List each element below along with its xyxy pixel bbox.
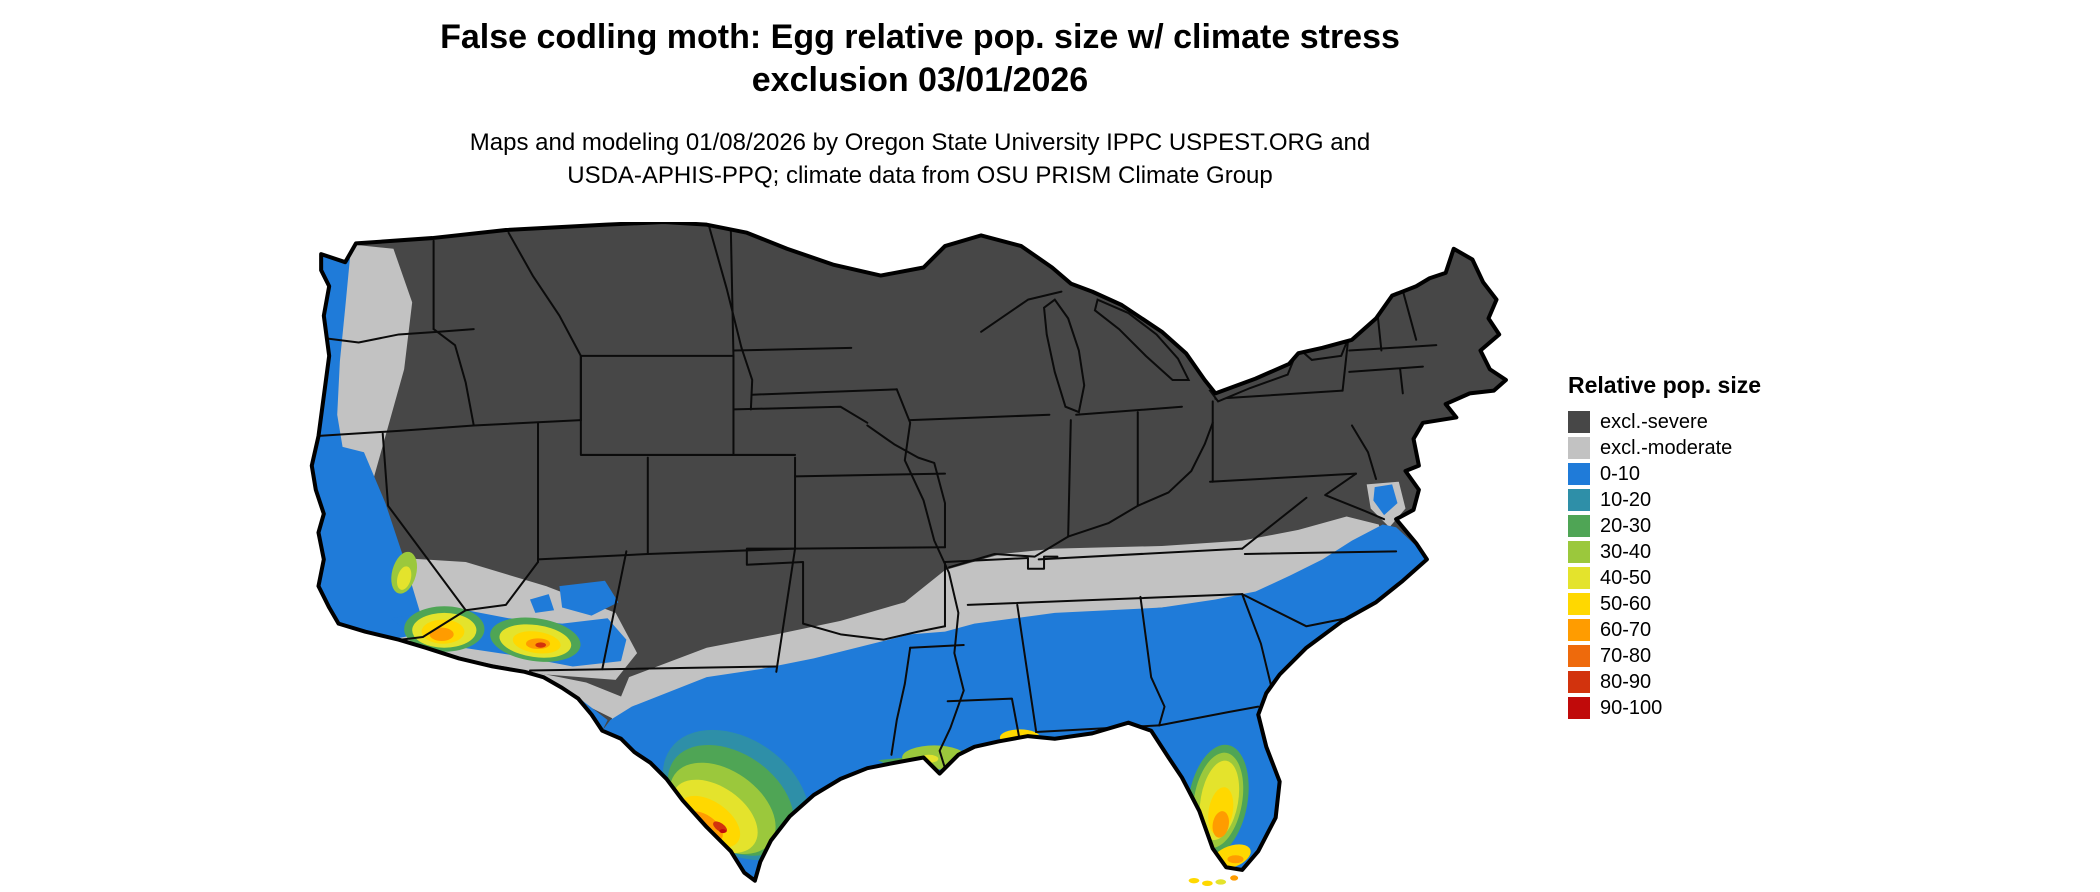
legend-label: 80-90: [1600, 671, 1652, 693]
legend-label: 40-50: [1600, 567, 1652, 589]
legend-label: 30-40: [1600, 541, 1652, 563]
us-map-svg: [309, 222, 1508, 886]
legend-entry: 30-40: [1568, 539, 1761, 565]
legend-swatch: [1568, 697, 1590, 719]
legend-title: Relative pop. size: [1568, 372, 1762, 398]
legend-label: 90-100: [1600, 697, 1663, 719]
legend-entry: 40-50: [1568, 565, 1761, 591]
legend-swatch: [1568, 645, 1590, 667]
map-subtitle-line1: Maps and modeling 01/08/2026 by Oregon S…: [469, 129, 1371, 156]
legend-label: 10-20: [1600, 489, 1652, 511]
title-block: False codling moth: Egg relative pop. si…: [0, 16, 1840, 192]
legend-swatch: [1568, 489, 1590, 511]
legend-label: 0-10: [1600, 463, 1641, 485]
choropleth-layers: [311, 222, 1506, 881]
florida-keys: [1188, 875, 1239, 886]
map-title-line2: exclusion 03/01/2026: [751, 61, 1089, 99]
us-map: [305, 222, 1510, 886]
legend-swatch: [1568, 619, 1590, 641]
legend-label: 20-30: [1600, 515, 1652, 537]
legend-swatch: [1568, 671, 1590, 693]
map-title-line1: False codling moth: Egg relative pop. si…: [440, 18, 1400, 56]
legend-swatch: [1568, 411, 1590, 433]
legend-entry: 60-70: [1568, 617, 1761, 643]
legend-swatch: [1568, 515, 1590, 537]
legend-label: excl.-severe: [1600, 411, 1708, 433]
legend-label: 70-80: [1600, 645, 1652, 667]
legend-swatch: [1568, 593, 1590, 615]
legend-label: 50-60: [1600, 593, 1652, 615]
subtitle-block: Maps and modeling 01/08/2026 by Oregon S…: [0, 126, 1840, 192]
legend-entry: 20-30: [1568, 513, 1761, 539]
legend-entry: excl.-severe: [1568, 409, 1761, 435]
legend-entry: 10-20: [1568, 487, 1761, 513]
legend-entry: 90-100: [1568, 695, 1761, 721]
legend-entry: excl.-moderate: [1568, 435, 1761, 461]
legend-entries: excl.-severe excl.-moderate 0-10 10-20 2…: [1568, 409, 1761, 721]
lake-michigan: [1042, 298, 1086, 414]
legend-swatch: [1568, 463, 1590, 485]
legend-swatch: [1568, 567, 1590, 589]
legend-entry: 0-10: [1568, 461, 1761, 487]
legend-entry: 70-80: [1568, 643, 1761, 669]
legend-entry: 50-60: [1568, 591, 1761, 617]
legend-swatch: [1568, 541, 1590, 563]
legend-entry: 80-90: [1568, 669, 1761, 695]
legend-label: 60-70: [1600, 619, 1652, 641]
lake-huron: [1093, 298, 1191, 381]
legend-swatch: [1568, 437, 1590, 459]
legend: Relative pop. size excl.-severe excl.-mo…: [1568, 372, 1761, 721]
legend-label: excl.-moderate: [1600, 437, 1733, 459]
state-borders: [312, 226, 1438, 770]
map-subtitle-line2: USDA-APHIS-PPQ; climate data from OSU PR…: [567, 162, 1273, 189]
us-outline: [309, 222, 1508, 883]
